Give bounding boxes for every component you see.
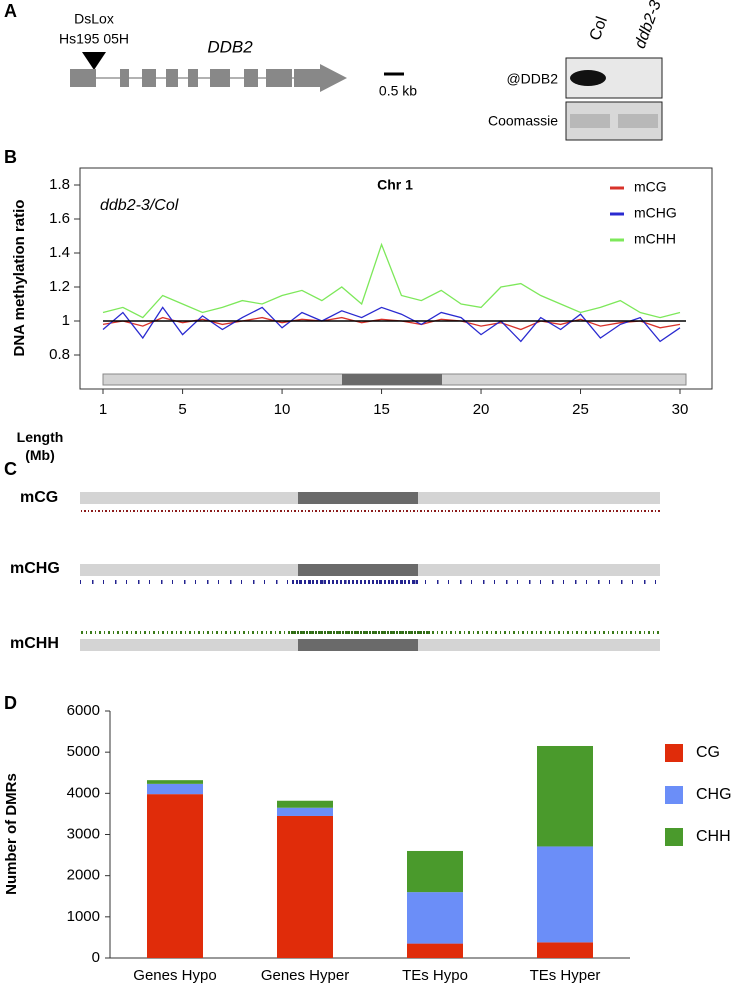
y-tick-label: 1000 <box>67 908 100 925</box>
bar-segment <box>277 815 333 958</box>
legend-label: CHG <box>696 786 732 803</box>
gene-name: DDB2 <box>207 37 253 56</box>
series-line <box>102 242 681 319</box>
x-tick-label: 20 <box>473 401 490 418</box>
centromere <box>298 492 418 504</box>
scale-label: 0.5 kb <box>379 83 417 99</box>
lane-label: Col <box>587 14 611 42</box>
x-tick-label: 15 <box>373 401 390 418</box>
x-tick-label: 1 <box>99 401 107 418</box>
blot-row-label: @DDB2 <box>506 71 558 87</box>
blot-band <box>618 114 658 128</box>
blot <box>565 57 663 99</box>
insertion-marker <box>82 52 106 70</box>
dmr-ticks <box>290 580 420 584</box>
x-tick-label: 10 <box>274 401 291 418</box>
dmr-ticks <box>290 556 420 560</box>
bar-segment <box>407 943 463 958</box>
y-tick-label: 0.8 <box>49 346 70 363</box>
dmr-ticks <box>290 655 430 659</box>
y-axis-label: DNA methylation ratio <box>11 200 28 357</box>
centromere <box>298 639 418 651</box>
bar-segment <box>407 892 463 944</box>
centromere <box>342 374 442 385</box>
panel-label: B <box>4 147 17 167</box>
x-axis-label: Length (Mb) <box>16 429 64 463</box>
bar-segment <box>537 745 593 847</box>
dmr-ticks <box>80 484 660 488</box>
x-tick-label: 30 <box>672 401 689 418</box>
insertion-label: Hs195 05H <box>59 31 129 47</box>
y-tick-label: 5000 <box>67 743 100 760</box>
bar-segment <box>147 783 203 795</box>
series-line <box>102 306 681 343</box>
legend-label: mCHG <box>634 205 677 221</box>
y-tick-label: 1.6 <box>49 210 70 227</box>
bar-segment <box>277 800 333 808</box>
dmr-ticks <box>290 631 430 635</box>
y-tick-label: 3000 <box>67 825 100 842</box>
bar-segment <box>147 780 203 784</box>
plot-frame <box>79 167 713 390</box>
annotation: ddb2-3/Col <box>100 197 179 214</box>
y-tick-label: 4000 <box>67 784 100 801</box>
track-label: mCG <box>20 489 58 506</box>
y-tick-label: 6000 <box>67 702 100 719</box>
y-tick-label: 1 <box>62 312 70 329</box>
legend-label: mCG <box>634 179 667 195</box>
dmr-ticks <box>80 508 660 512</box>
legend-label: mCHH <box>634 231 676 247</box>
panel-label: D <box>4 693 17 713</box>
exons <box>70 64 347 92</box>
insertion-label: DsLox <box>74 11 114 27</box>
blot-band <box>570 70 606 86</box>
bar-segment <box>407 850 463 893</box>
y-axis-label: Number of DMRs <box>3 773 20 895</box>
legend-label: CHH <box>696 828 731 845</box>
centromere <box>298 564 418 576</box>
chart-title: Chr 1 <box>377 177 413 193</box>
track-label: mCHG <box>10 560 60 577</box>
x-tick-label: 25 <box>572 401 589 418</box>
lane-label: ddb2-3 <box>632 0 665 51</box>
bar-segment <box>147 794 203 958</box>
x-tick-label: TEs Hyper <box>530 967 601 984</box>
legend-swatch <box>665 828 683 846</box>
legend-label: CG <box>696 744 720 761</box>
panel-label: C <box>4 459 17 479</box>
bar-segment <box>277 807 333 816</box>
y-tick-label: 1.2 <box>49 278 70 295</box>
legend-swatch <box>665 744 683 762</box>
x-tick-label: 5 <box>178 401 186 418</box>
x-tick-label: TEs Hypo <box>402 967 468 984</box>
y-tick-label: 1.8 <box>49 176 70 193</box>
panel-label: A <box>4 1 17 21</box>
track-label: mCHH <box>10 635 59 652</box>
y-tick-label: 1.4 <box>49 244 70 261</box>
legend-swatch <box>665 786 683 804</box>
y-tick-label: 0 <box>92 949 100 966</box>
blot-band <box>570 114 610 128</box>
blot-row-label: Coomassie <box>488 113 558 129</box>
bar-segment <box>537 846 593 943</box>
x-tick-label: Genes Hyper <box>261 967 349 984</box>
x-tick-label: Genes Hypo <box>133 967 216 984</box>
y-tick-label: 2000 <box>67 867 100 884</box>
bar-segment <box>537 942 593 958</box>
